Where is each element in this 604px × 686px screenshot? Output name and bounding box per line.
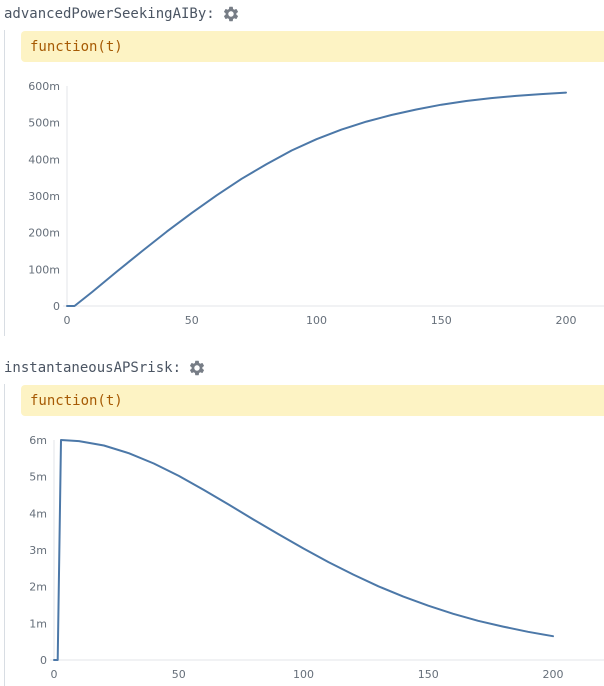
x-tick-label: 100 (293, 668, 314, 681)
x-tick-label: 150 (418, 668, 439, 681)
variable-header: instantaneousAPSrisk: (4, 357, 206, 379)
expression-box[interactable]: function(t) (21, 31, 604, 62)
x-tick-label: 150 (431, 314, 452, 327)
x-tick-label: 200 (543, 668, 564, 681)
variable-header: advancedPowerSeekingAIBy: (4, 3, 240, 25)
gear-icon[interactable] (188, 359, 206, 377)
variable-name: instantaneousAPSrisk: (4, 360, 182, 376)
x-tick-label: 100 (306, 314, 327, 327)
expression-text: function(t) (30, 38, 123, 55)
variable-name: advancedPowerSeekingAIBy: (4, 6, 215, 22)
gear-icon[interactable] (222, 5, 240, 23)
x-tick-label: 200 (556, 314, 577, 327)
x-tick-label: 50 (172, 668, 186, 681)
y-tick-label: 1m (29, 617, 47, 630)
y-tick-label: 400m (28, 153, 60, 166)
series-line (53, 439, 554, 661)
y-tick-label: 2m (29, 581, 47, 594)
y-tick-label: 3m (29, 544, 47, 557)
variable-panel-instantaneous-aps-risk: instantaneousAPSrisk: function(t) 0 1m 2m 3… (0, 354, 604, 686)
x-tick-label: 0 (51, 668, 58, 681)
y-tick-label: 200m (28, 227, 60, 240)
x-tick-label: 50 (185, 314, 199, 327)
y-tick-label: 600m (28, 80, 60, 93)
expression-box[interactable]: function(t) (21, 385, 604, 416)
panel-left-rule (4, 30, 5, 336)
variable-panel-advanced-power-seeking: advancedPowerSeekingAIBy: function(t) 0 1… (0, 0, 604, 340)
y-tick-label: 6m (29, 434, 47, 447)
y-tick-label: 0 (53, 300, 60, 313)
y-tick-label: 4m (29, 507, 47, 520)
y-tick-label: 0 (40, 654, 47, 667)
y-tick-label: 100m (28, 263, 60, 276)
y-tick-label: 5m (29, 471, 47, 484)
panel-left-rule (4, 384, 5, 686)
series-line (66, 91, 567, 307)
y-tick-label: 300m (28, 190, 60, 203)
x-tick-label: 0 (64, 314, 71, 327)
line-chart: 0 100m 200m 300m 400m 500m 600m 0 50 100 150 200 (28, 80, 604, 327)
line-chart: 0 1m 2m 3m 4m 5m 6m 0 50 100 150 200 (29, 434, 604, 681)
y-tick-label: 500m (28, 117, 60, 130)
expression-text: function(t) (30, 392, 123, 409)
